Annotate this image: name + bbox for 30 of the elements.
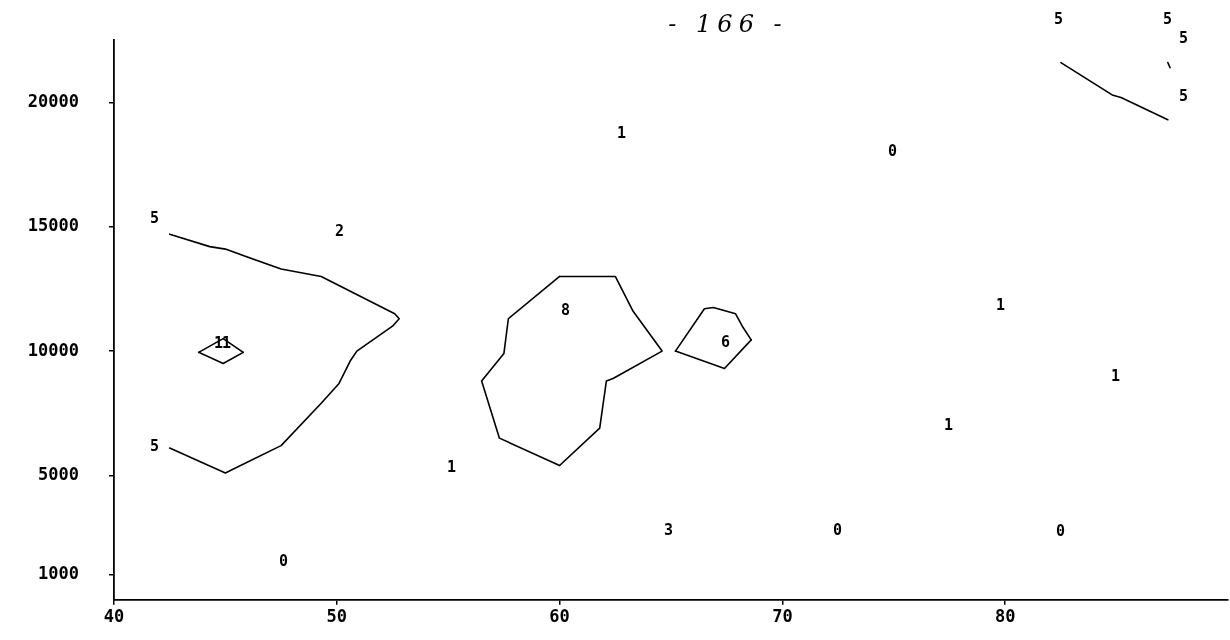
x-tick-label: 70 (772, 606, 793, 627)
x-tick-label: 60 (549, 606, 570, 627)
annotation: 1 (943, 415, 953, 434)
annotation: 0 (887, 141, 897, 160)
annotation: 2 (334, 221, 344, 240)
x-tick-label: 80 (994, 606, 1016, 627)
text: - 166 - (668, 10, 788, 38)
text: 5 (1162, 9, 1172, 28)
annotation: 5 (1178, 86, 1188, 105)
annotation: 6 (720, 332, 730, 351)
annotation: 1 (616, 123, 626, 142)
annotation: 3 (663, 520, 673, 539)
text: 5 (1053, 9, 1063, 28)
annotation: 1 (995, 295, 1005, 314)
y-tick-label: 20000 (27, 90, 79, 111)
y-tick-label: 15000 (27, 215, 79, 236)
annotation: 5 (149, 436, 159, 455)
annotation: 0 (278, 551, 288, 570)
x-tick-label: 50 (326, 606, 348, 627)
y-tick-label: 10000 (27, 339, 79, 360)
annotation: 1 (446, 457, 456, 476)
annotation: 8 (560, 300, 570, 319)
annotation: 0 (832, 520, 842, 539)
y-tick-label: 1000 (38, 563, 79, 584)
annotation: 5 (149, 208, 159, 227)
y-tick-label: 5000 (38, 463, 79, 484)
annotation: 0 (1055, 521, 1065, 540)
x-tick-label: 40 (103, 606, 125, 627)
annotation: 5 (1178, 28, 1188, 47)
annotation: 1 (1110, 366, 1120, 385)
